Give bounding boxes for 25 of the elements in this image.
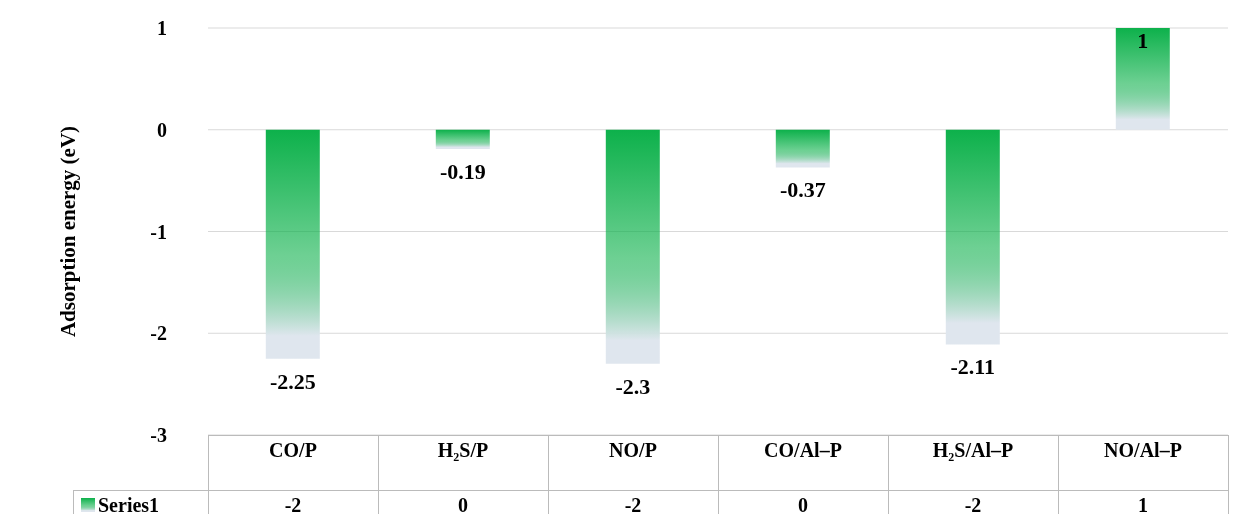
data-label: -2.3 <box>615 373 651 399</box>
text: -2 <box>623 493 643 514</box>
text: -2 <box>283 493 303 514</box>
y-tick-label: 0 <box>157 118 167 141</box>
y-tick-label: 1 <box>157 17 167 40</box>
legend-label: Series1 <box>98 493 160 514</box>
x-tick-label: NO/Al–P <box>1104 439 1182 462</box>
data-label: -0.37 <box>779 177 826 203</box>
data-label: 1 <box>1137 28 1149 53</box>
data-label: -2.25 <box>269 368 316 394</box>
y-tick-label: -3 <box>150 424 167 447</box>
data-label: -0.19 <box>439 159 486 185</box>
data-label: -2.11 <box>950 354 996 380</box>
x-tick-label: CO/Al–P <box>764 439 842 462</box>
y-tick-label: -1 <box>150 220 167 243</box>
x-tick-label: CO/P <box>269 439 317 462</box>
y-axis-title: Adsorption energy (eV) <box>56 125 81 338</box>
y-tick-label: -2 <box>150 322 167 345</box>
text: 0 <box>797 493 809 514</box>
text: 0 <box>457 493 469 514</box>
x-tick-label: NO/P <box>609 439 657 462</box>
x-tick-label: H₂S/Al–P <box>932 439 1014 462</box>
x-tick-label: H₂S/P <box>437 439 489 462</box>
text: -2 <box>963 493 983 514</box>
text: 1 <box>1137 493 1149 514</box>
